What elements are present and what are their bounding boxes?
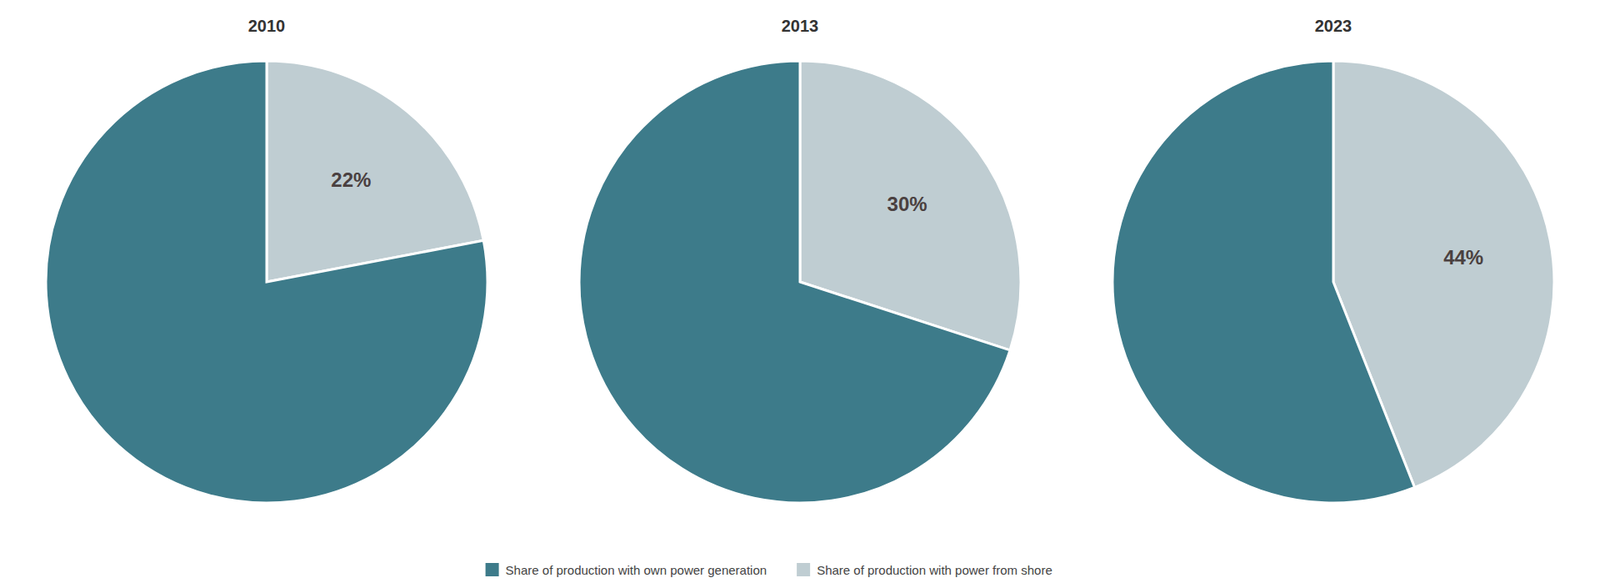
slices: [579, 60, 1021, 503]
data-label: 44%: [1443, 245, 1484, 269]
chart-title: 2010: [248, 16, 286, 35]
legend-label: Share of production with power from shor…: [816, 562, 1053, 577]
pie-slice: [1112, 60, 1415, 503]
legend-swatch: [485, 562, 500, 576]
data-label: 22%: [330, 168, 371, 191]
chart-canvas: 2010 22% 2013 30% 2023 44% Share of production…: [0, 0, 1600, 588]
slices: [1112, 60, 1555, 503]
legend: Share of production with own power gener…: [485, 562, 1053, 577]
slices: [45, 60, 488, 503]
pie-chart: 2010 22%: [45, 16, 488, 503]
pie-slice: [45, 60, 488, 503]
legend-label: Share of production with own power gener…: [505, 562, 768, 577]
pie-chart: 2013 30%: [579, 16, 1021, 503]
data-label: 30%: [887, 192, 928, 215]
legend-swatch: [796, 562, 810, 576]
chart-title: 2013: [781, 16, 820, 35]
pie-slice: [579, 60, 1010, 503]
chart-title: 2023: [1315, 16, 1353, 35]
pie-chart: 2023 44%: [1112, 16, 1555, 503]
